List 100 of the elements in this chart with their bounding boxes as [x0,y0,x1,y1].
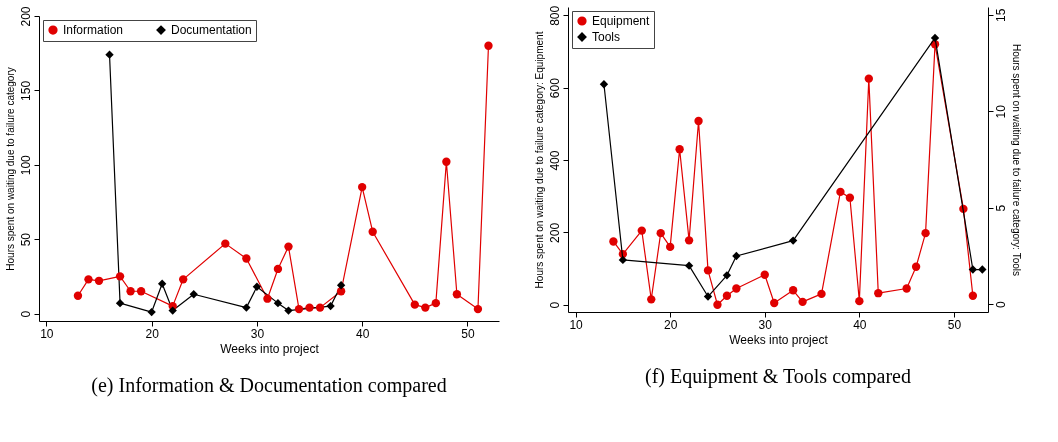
point [911,262,921,271]
y-tick-label: 150 [18,80,33,101]
point [930,33,940,43]
point [656,228,665,238]
point [410,300,419,309]
point [921,228,930,238]
point [452,290,462,299]
point [115,272,125,281]
point [817,289,826,299]
point [168,306,177,315]
point [770,298,779,308]
y2-tick-label: 5 [993,204,1008,212]
x-tick-label: 30 [758,317,773,332]
point [665,242,675,252]
text: (f) Equipment & Tools compared [645,365,911,388]
x-axis-title: Weeks into project [729,332,829,347]
y-tick-label: 0 [18,310,33,318]
point [147,307,156,317]
point [722,271,732,280]
x-axis-title: Weeks into project [220,341,320,356]
x-tick-label: 30 [250,326,265,341]
y2-tick-label: 15 [993,8,1008,22]
text: (e) Information & Documentation compared [91,374,447,397]
legend-label: Tools [592,30,621,44]
y-axis-title: Hours spent on waiting due to failure category: Equipment [533,31,545,289]
point [326,301,335,311]
point [855,296,864,306]
point [722,291,732,300]
point [599,80,609,89]
point [442,157,451,166]
x-tick-label: 20 [145,326,160,341]
point [473,304,483,314]
point [357,182,367,192]
point [902,284,911,293]
point [609,237,618,246]
point [798,297,807,307]
point [294,304,304,314]
x-tick-label: 10 [569,317,584,332]
point [73,291,83,300]
point [675,145,684,154]
point [105,50,114,59]
point [136,287,146,296]
point [760,270,769,279]
point [788,286,798,295]
point [221,239,230,248]
point [115,298,125,308]
point [788,236,798,245]
point [252,282,262,291]
point [845,193,855,202]
y-tick-label: 800 [547,5,562,26]
point [273,264,283,274]
y-tick-label: 400 [547,150,562,171]
y2-axis-title: Hours spent on waiting due to failure category: Tools [1010,43,1022,277]
point [694,116,703,126]
point [637,226,646,235]
x-tick-label: 20 [663,317,678,332]
x-tick-label: 40 [355,326,370,341]
point [647,295,656,304]
x-tick-label: 50 [947,317,962,332]
point [315,303,325,312]
y2-tick-label: 0 [993,301,1008,309]
point [284,242,293,251]
point [94,276,104,285]
point [305,303,314,312]
y-tick-label: 0 [547,301,562,309]
point [284,306,293,315]
y2-tick-label: 10 [993,104,1008,119]
point [684,236,694,245]
point [864,74,873,83]
legend-label: Information [63,23,124,38]
y-tick-label: 50 [18,232,33,247]
y-tick-label: 200 [547,222,562,243]
point [84,275,93,284]
point [242,254,251,263]
point [431,298,441,308]
point [368,227,377,236]
y-tick-label: 600 [547,77,562,99]
point [242,303,251,312]
x-tick-label: 10 [40,326,54,341]
point [336,281,346,290]
point [157,279,167,288]
point [189,290,198,299]
point [421,303,430,312]
x-tick-label: 40 [853,317,867,332]
point [684,261,694,270]
point [484,41,493,50]
point [126,287,135,296]
point [273,298,283,308]
point [874,289,883,298]
point [703,292,713,301]
point [618,255,628,265]
point [836,187,845,197]
y-tick-label: 200 [18,6,33,27]
y-axis-title: Hours spent on waiting due to failure category [4,67,16,271]
point [703,266,713,275]
legend-label: Equipment [592,14,651,28]
x-tick-label: 50 [461,326,475,341]
legend-label: Documentation [171,23,252,38]
point [263,294,272,303]
point [968,265,978,274]
